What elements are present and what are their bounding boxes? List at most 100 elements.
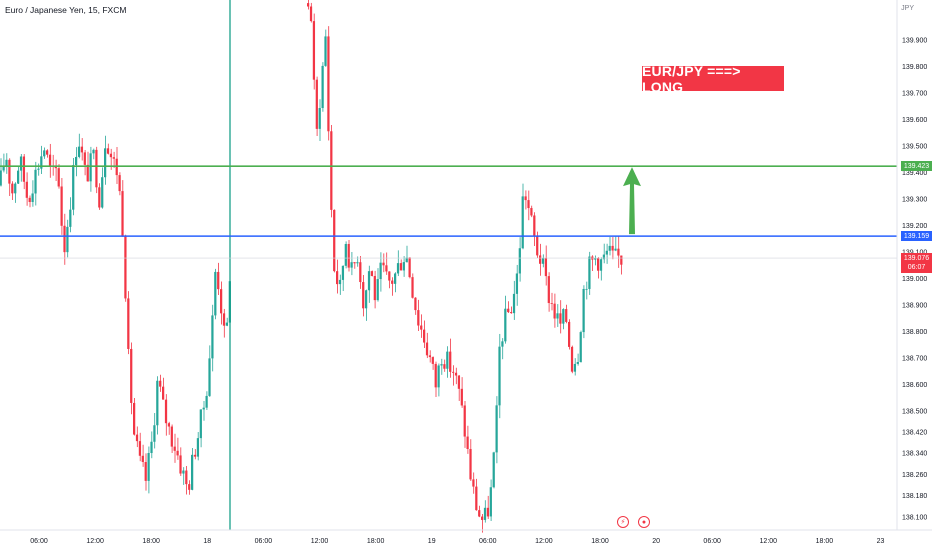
- candle-body: [399, 263, 403, 271]
- price-tick-label: 138.500: [902, 408, 927, 415]
- candle-body: [489, 487, 492, 517]
- candle-body: [391, 280, 394, 284]
- record-icon[interactable]: ●: [638, 516, 650, 528]
- lightning-icon[interactable]: ⚡: [617, 516, 629, 528]
- candle-body: [507, 308, 510, 313]
- time-tick-label: 18:00: [367, 538, 385, 545]
- candle-body: [220, 289, 223, 314]
- candle-body: [524, 196, 527, 201]
- candle-body: [597, 258, 600, 271]
- candle-body: [449, 351, 452, 372]
- candle-body: [144, 462, 147, 481]
- candle-body: [466, 436, 469, 449]
- candle-body: [533, 215, 536, 237]
- candle-body: [118, 175, 121, 192]
- candle-body: [454, 372, 458, 376]
- time-tick-label: 18:00: [816, 538, 834, 545]
- candle-body: [576, 362, 579, 364]
- candle-body: [191, 454, 194, 490]
- arrow-shape: [623, 167, 641, 235]
- candle-body: [481, 516, 484, 520]
- candle-body: [434, 363, 437, 388]
- candle-body: [66, 226, 69, 253]
- candle-body: [150, 441, 153, 454]
- candle-body: [353, 262, 356, 264]
- candle-body: [121, 191, 124, 237]
- candle-body: [611, 245, 614, 251]
- candle-body: [196, 438, 200, 457]
- time-tick-label: 18: [203, 538, 211, 545]
- candle-body: [463, 405, 466, 437]
- candle-body: [428, 355, 432, 358]
- candle-body: [614, 248, 617, 251]
- candle-body: [43, 150, 46, 157]
- candle-body: [568, 321, 571, 347]
- candle-body: [179, 455, 182, 474]
- candle-body: [321, 65, 324, 109]
- candle-body: [365, 290, 368, 309]
- price-tick-label: 138.900: [902, 302, 927, 309]
- price-tick-label: 139.500: [902, 143, 927, 150]
- candle-body: [127, 298, 130, 349]
- candle-body: [527, 200, 530, 209]
- time-tick-label: 12:00: [760, 538, 778, 545]
- time-tick-label: 06:00: [703, 538, 721, 545]
- candle-body: [495, 405, 498, 453]
- candle-body: [173, 446, 176, 451]
- candle-body: [109, 153, 113, 158]
- candle-body: [307, 3, 310, 7]
- candle-body: [379, 262, 382, 280]
- candle-body: [373, 275, 376, 301]
- candle-body: [556, 313, 559, 319]
- candle-body: [617, 248, 620, 256]
- price-tick-label: 139.900: [902, 37, 927, 44]
- candle-body: [5, 159, 8, 166]
- candle-body: [130, 348, 133, 403]
- candle-body: [153, 425, 156, 442]
- time-tick-label: 19: [428, 538, 436, 545]
- candle-body: [60, 186, 63, 226]
- price-tick-label: 138.180: [902, 493, 927, 500]
- candle-body: [452, 371, 455, 373]
- candle-body: [31, 193, 34, 202]
- candle-body: [8, 159, 11, 184]
- candle-body: [141, 455, 144, 463]
- candle-body: [594, 258, 597, 260]
- candle-body: [440, 364, 443, 366]
- candle-body: [25, 181, 28, 198]
- candle-body: [446, 351, 449, 369]
- candle-body: [457, 375, 461, 389]
- candle-body: [483, 507, 487, 520]
- candle-body: [225, 322, 229, 326]
- candle-body: [159, 380, 162, 387]
- candle-body: [472, 479, 475, 487]
- candle-body: [211, 315, 214, 359]
- candle-body: [550, 303, 553, 304]
- time-tick-label: 18:00: [591, 538, 609, 545]
- candle-body: [536, 236, 539, 256]
- candle-body: [356, 262, 359, 264]
- candle-body: [562, 309, 565, 324]
- candle-body: [608, 245, 611, 251]
- price-tick-label: 138.260: [902, 472, 927, 479]
- candle-body: [347, 243, 350, 268]
- candle-body: [312, 21, 316, 80]
- candle-body: [57, 168, 60, 187]
- candle-body: [28, 197, 31, 202]
- candle-body: [69, 209, 72, 227]
- trade-annotation[interactable]: EUR/JPY ===> LONG: [642, 63, 784, 95]
- candle-body: [19, 156, 23, 171]
- candle-body: [98, 187, 101, 208]
- candle-body: [559, 313, 562, 324]
- candle-body: [469, 448, 472, 480]
- candle-body: [37, 168, 40, 170]
- candle-body: [338, 279, 342, 285]
- candle-body: [75, 156, 78, 166]
- time-tick-label: 23: [877, 538, 885, 545]
- candle-body: [199, 409, 202, 439]
- price-tick-label: 138.700: [902, 355, 927, 362]
- symbol-title[interactable]: Euro / Japanese Yen, 15, FXCM: [5, 5, 127, 15]
- candle-body: [11, 183, 14, 194]
- candle-body: [541, 257, 545, 264]
- candle-body: [147, 453, 150, 481]
